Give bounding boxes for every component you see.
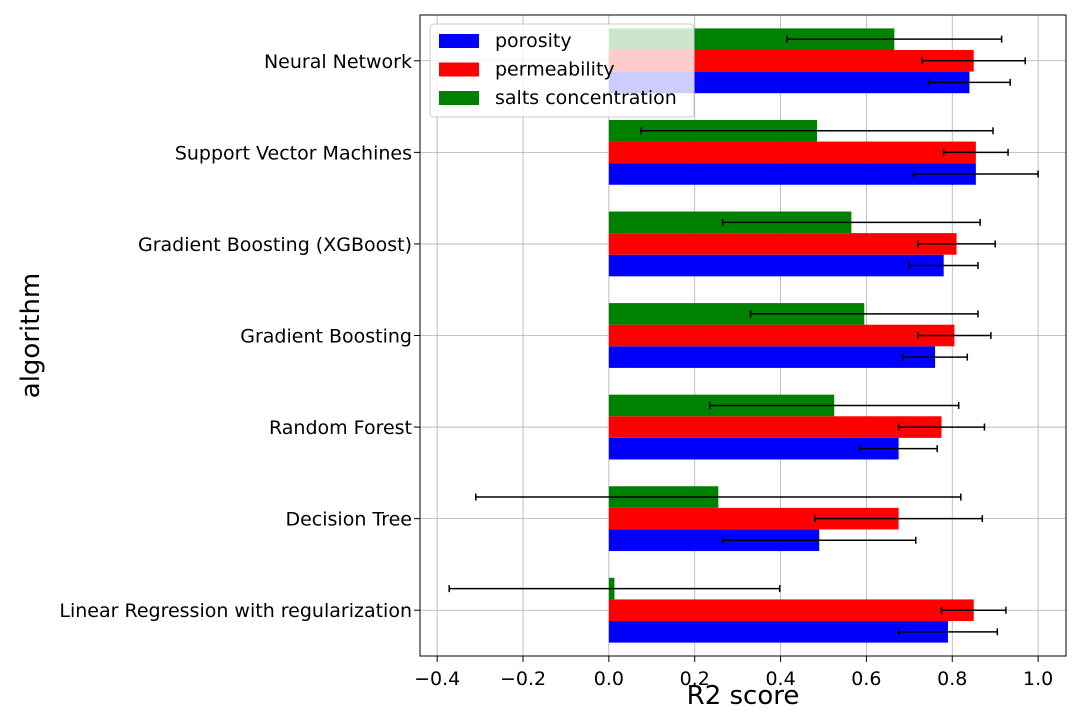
- x-tick-label: −0.2: [500, 668, 546, 690]
- bar-salts-concentration: [608, 303, 865, 325]
- y-category-label: Neural Network: [264, 51, 412, 73]
- y-axis-title: algorithm: [16, 273, 46, 398]
- bar-permeability: [608, 49, 974, 72]
- error-bar-layer: [448, 35, 1039, 636]
- bar-porosity: [608, 71, 970, 94]
- x-axis-ticks: −0.4 −0.2 0.0 0.2 0.4 0.6 0.8 1.0: [414, 656, 1053, 690]
- bar-porosity: [608, 163, 976, 185]
- y-category-label: Support Vector Machines: [175, 142, 412, 164]
- legend-swatch: [439, 34, 479, 48]
- y-category-label: Linear Regression with regularization: [59, 600, 412, 622]
- x-tick-label: 1.0: [1023, 668, 1053, 690]
- bar-permeability: [608, 416, 942, 438]
- x-tick-label: 0.8: [937, 668, 967, 690]
- x-tick-label: 0.0: [594, 668, 624, 690]
- bar-porosity: [608, 437, 899, 460]
- x-tick-label: 0.2: [680, 668, 710, 690]
- bar-porosity: [608, 254, 944, 277]
- x-tick-label: −0.4: [414, 668, 460, 690]
- bar-permeability: [608, 324, 955, 347]
- legend-box: [429, 23, 695, 118]
- legend-label: salts concentration: [495, 87, 677, 109]
- bar-porosity: [608, 529, 820, 552]
- legend-swatch: [439, 91, 479, 105]
- legend-swatch: [439, 62, 479, 77]
- y-category-label: Random Forest: [269, 417, 412, 439]
- x-tick-label: 0.6: [851, 668, 881, 690]
- y-category-label: Decision Tree: [285, 509, 412, 531]
- y-category-label: Gradient Boosting (XGBoost): [138, 234, 412, 256]
- bar-porosity: [608, 621, 948, 643]
- y-axis-ticks: Linear Regression with regularization Dec…: [59, 51, 420, 622]
- bar-porosity: [608, 346, 936, 368]
- legend-label: permeability: [495, 59, 615, 81]
- x-axis-title: R2 score: [687, 681, 800, 711]
- legend: porosity permeability salts concentration: [429, 23, 695, 118]
- legend-label: porosity: [495, 30, 572, 52]
- y-category-label: Gradient Boosting: [240, 326, 412, 348]
- x-tick-label: 0.4: [765, 668, 795, 690]
- bar-permeability: [608, 599, 974, 622]
- bar-permeability: [608, 507, 899, 530]
- bar-permeability: [608, 141, 976, 164]
- bar-permeability: [608, 233, 957, 255]
